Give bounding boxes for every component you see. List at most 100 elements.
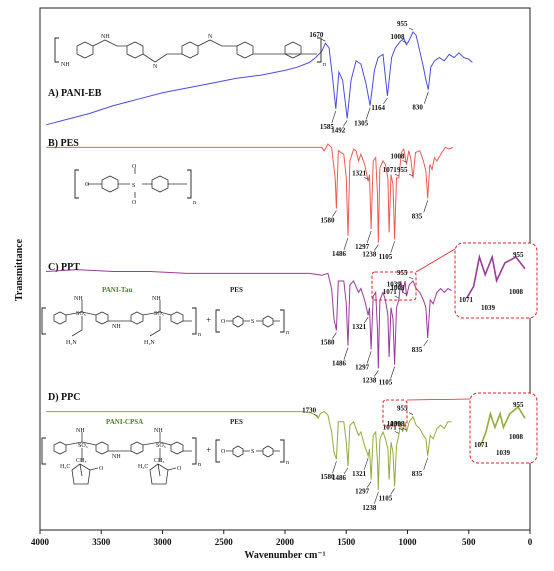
peak-label: 1238 [362, 251, 377, 259]
x-axis-title: Wavenumber cm⁻¹ [244, 550, 325, 561]
peak-pointer [366, 481, 372, 488]
peak-label: 1297 [355, 488, 370, 496]
peak-label: 1238 [362, 376, 377, 384]
peak-pointer [363, 317, 369, 324]
svg-text:H₂N: H₂N [66, 340, 77, 346]
svg-text:H₃C: H₃C [138, 464, 148, 470]
peak-label: 1580 [320, 473, 335, 481]
peak-label: 1164 [371, 104, 385, 112]
peak-pointer [383, 97, 388, 105]
peak-pointer [366, 351, 372, 364]
x-tick-label: 3500 [92, 537, 111, 547]
peak-label: 955 [397, 405, 408, 413]
peak-pointer [343, 347, 349, 360]
peak-pointer [366, 230, 372, 244]
peak-pointer [394, 295, 399, 299]
svg-text:NH: NH [61, 62, 70, 68]
peak-label: 1297 [355, 363, 370, 371]
peak-pointer [402, 160, 407, 163]
inset-peak-label: 1071 [459, 296, 474, 304]
peak-label: 830 [412, 104, 423, 112]
inset-peak-label: 1039 [496, 449, 511, 457]
inset-peak-label: 1071 [474, 441, 489, 449]
svg-text:SO₃: SO₃ [156, 443, 166, 449]
peak-label: 1730 [302, 406, 317, 414]
svg-text:n: n [323, 62, 326, 68]
inset-spectrum [480, 405, 526, 446]
peak-label: 1580 [320, 338, 335, 346]
svg-text:O: O [221, 319, 226, 325]
x-tick-label: 0 [528, 537, 533, 547]
spectrum-line [46, 269, 452, 369]
svg-text:NH: NH [101, 34, 110, 40]
peak-pointer [364, 177, 369, 180]
svg-text:N: N [208, 34, 213, 40]
peak-label: 1486 [332, 360, 347, 368]
panel-label: B) PES [48, 138, 79, 149]
panel-label: D) PPC [48, 392, 81, 403]
inset-peak-label: 1039 [481, 304, 496, 312]
panel-labels: A) PANI-EB B) PES C) PPT D) PPC [48, 88, 102, 403]
y-axis-title: Transmittance [14, 238, 25, 301]
peak-label: 1321 [352, 323, 367, 331]
peak-pointer [423, 457, 428, 470]
peak-pointer [398, 288, 403, 291]
inset-source-box [382, 399, 408, 427]
peak-pointer [331, 110, 337, 123]
svg-text:+: + [206, 315, 211, 325]
svg-text:NH: NH [112, 454, 121, 460]
x-tick-label: 500 [462, 537, 476, 547]
svg-text:n: n [198, 332, 201, 338]
peak-pointer [402, 427, 407, 431]
peak-label: 1039 [387, 420, 402, 428]
svg-text:SO₃: SO₃ [78, 443, 88, 449]
svg-text:O: O [99, 466, 104, 472]
peak-pointer [424, 91, 429, 104]
inset-connector [415, 248, 456, 273]
svg-text:PANI-Tau: PANI-Tau [102, 286, 132, 294]
structure-pes: O S O O n [74, 164, 196, 206]
peak-pointer [423, 200, 428, 213]
svg-text:n: n [286, 460, 289, 466]
peak-label: 835 [412, 212, 423, 220]
svg-text:SO₃: SO₃ [154, 311, 164, 317]
peak-pointer [332, 210, 337, 217]
peak-pointer [374, 370, 379, 377]
inset-peak-label: 1008 [509, 433, 524, 441]
peak-label: 1486 [332, 250, 347, 258]
peak-label: 1105 [379, 494, 393, 502]
peak-label: 1105 [379, 379, 393, 387]
peak-pointer [402, 40, 407, 44]
peak-pointer [408, 173, 414, 177]
peak-pointer [332, 332, 337, 339]
svg-text:n: n [193, 200, 196, 206]
x-tick-label: 2500 [215, 537, 234, 547]
peak-pointer [390, 488, 395, 495]
x-tick-label: 1000 [399, 537, 418, 547]
inset-peak-label: 1008 [509, 288, 524, 296]
peak-pointer [394, 173, 399, 177]
peak-label: 1071 [383, 423, 398, 431]
svg-text:H₂N: H₂N [144, 340, 155, 346]
peak-pointer [408, 276, 414, 280]
peak-label: 1105 [379, 253, 393, 261]
peak-pointer [343, 467, 349, 475]
peak-label: 1670 [309, 31, 324, 39]
svg-text:S: S [251, 319, 254, 325]
svg-text:SO₃: SO₃ [76, 311, 86, 317]
x-axis-ticks: 4000 3500 3000 2500 2000 1500 1000 500 0 [31, 530, 533, 547]
svg-text:PES: PES [230, 418, 243, 426]
peak-label: 1321 [352, 470, 367, 478]
peak-pointer [408, 412, 414, 415]
inset-peak-label: 955 [513, 401, 524, 409]
peak-label: 1071 [383, 166, 398, 174]
peak-labels: 1670158514921305116410089558301580148613… [302, 20, 429, 512]
svg-text:CH₃: CH₃ [154, 458, 164, 464]
peak-label: 1486 [332, 474, 347, 482]
peak-pointer [390, 241, 395, 254]
peak-label: 1492 [331, 126, 346, 134]
inset-connector [406, 398, 471, 401]
svg-text:O: O [177, 466, 182, 472]
